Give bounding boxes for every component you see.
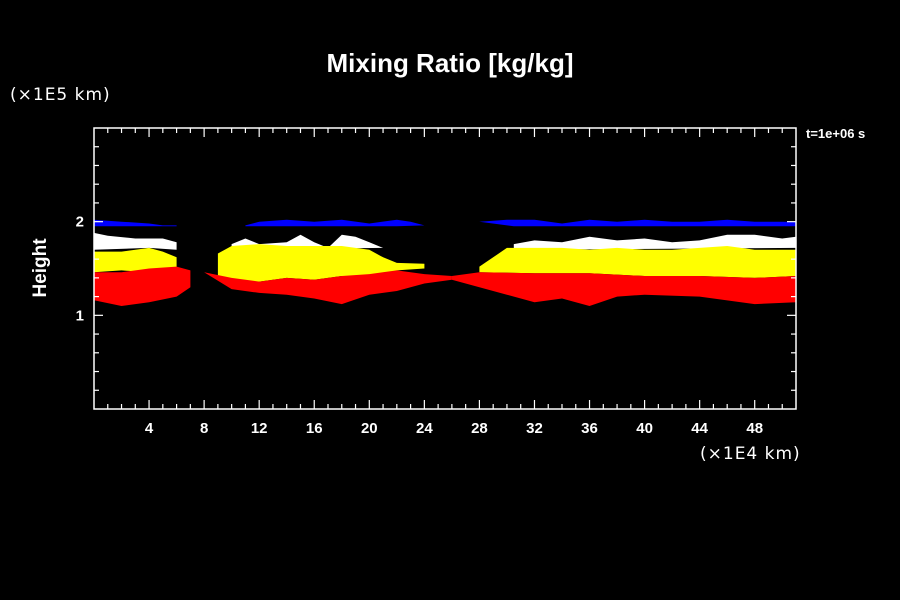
x-tick-label: 20 — [361, 420, 378, 437]
field-level-2-region-3 — [513, 234, 796, 250]
mixing-ratio-fields — [94, 219, 796, 306]
time-label: t=1e+06 s — [806, 126, 866, 141]
x-axis-unit: (×1E4 km) — [700, 444, 801, 464]
x-tick-label: 12 — [251, 420, 268, 437]
field-level-3-region-3 — [479, 246, 796, 278]
field-level-2-region-1 — [94, 232, 177, 250]
field-level-4-region-3 — [451, 272, 796, 306]
y-tick-label: 2 — [76, 214, 84, 231]
field-level-3-region-1 — [94, 247, 177, 273]
field-level-1-region-3 — [479, 219, 796, 227]
x-tick-label: 28 — [471, 420, 488, 437]
field-level-4-region-2 — [204, 270, 452, 305]
x-tick-label: 24 — [416, 420, 433, 437]
x-tick-label: 36 — [581, 420, 598, 437]
y-axis-unit: (×1E5 km) — [10, 85, 111, 105]
chart-title: Mixing Ratio [kg/kg] — [326, 48, 574, 78]
field-level-1-region-2 — [245, 219, 425, 227]
x-tick-label: 44 — [691, 420, 708, 437]
x-tick-label: 4 — [145, 420, 154, 437]
x-tick-label: 16 — [306, 420, 323, 437]
x-tick-label: 8 — [200, 420, 208, 437]
field-level-4-region-1 — [94, 266, 191, 306]
x-tick-label: 48 — [746, 420, 763, 437]
x-tick-label: 40 — [636, 420, 653, 437]
y-tick-label: 1 — [76, 307, 84, 324]
plot-frame — [93, 127, 797, 410]
field-level-1-region-1 — [94, 219, 177, 227]
x-tick-label: 32 — [526, 420, 543, 437]
